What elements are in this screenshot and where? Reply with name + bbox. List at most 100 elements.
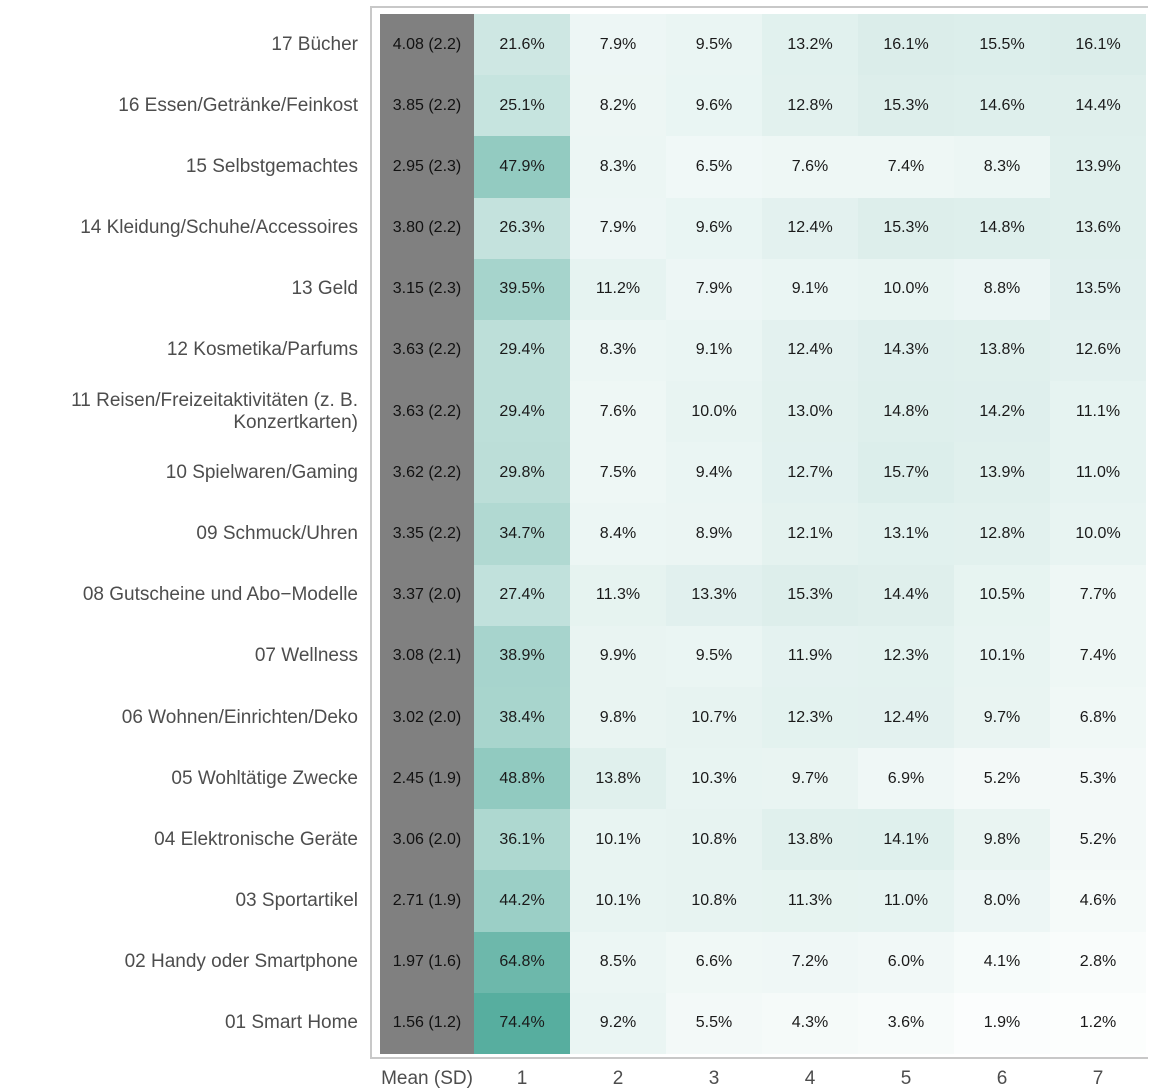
row-label: 13 Geld (291, 278, 358, 300)
row-label: 14 Kleidung/Schuhe/Accessoires (80, 217, 358, 239)
heat-cell: 10.0% (858, 258, 954, 320)
cell-label: 9.8% (983, 830, 1021, 848)
cell-label: 12.6% (1075, 341, 1121, 359)
cell-label: 36.1% (499, 830, 545, 848)
row-label: 08 Gutscheine und Abo−Modelle (82, 584, 358, 606)
cell-label: 9.9% (599, 647, 637, 665)
mean-sd: 3.02 (2.0) (392, 708, 462, 726)
mean-sd: 2.45 (1.9) (392, 769, 462, 787)
heat-cell: 44.2% (474, 870, 570, 932)
panel-frame (370, 6, 1148, 1059)
cell-label: 8.3% (983, 157, 1021, 175)
cell-label: 9.4% (695, 463, 733, 481)
heat-cell: 6.5% (666, 136, 762, 198)
cell-label: 15.5% (979, 35, 1025, 53)
cell-label: 44.2% (499, 892, 545, 910)
heat-cell: 4.3% (762, 992, 858, 1054)
heat-cell: 11.0% (1050, 442, 1146, 504)
heat-cell: 14.4% (1050, 75, 1146, 137)
mean-sd: 3.06 (2.0) (392, 830, 462, 848)
heat-cell: 12.1% (762, 503, 858, 565)
cell-label: 10.8% (691, 892, 737, 910)
heat-cell: 4.1% (954, 931, 1050, 993)
cell-label: 6.9% (887, 769, 925, 787)
heat-cell: 8.3% (570, 136, 666, 198)
heat-cell: 9.7% (762, 748, 858, 810)
cell-label: 1.9% (983, 1014, 1021, 1032)
mean-sd: 3.37 (2.0) (392, 586, 462, 604)
heat-cell: 9.2% (570, 992, 666, 1054)
cell-label: 4.1% (983, 953, 1021, 971)
cell-label: 8.3% (599, 341, 637, 359)
heat-cell: 39.5% (474, 258, 570, 320)
heat-cell: 6.0% (858, 931, 954, 993)
heat-cell: 25.1% (474, 75, 570, 137)
cell-label: 14.2% (979, 402, 1025, 420)
heat-cell: 12.3% (762, 686, 858, 749)
heat-cell: 13.8% (954, 319, 1050, 382)
heat-cell: 7.5% (570, 442, 666, 504)
heat-cell: 9.6% (666, 75, 762, 137)
heat-cell: 11.3% (570, 564, 666, 626)
cell-label: 14.6% (979, 96, 1025, 114)
heat-cell: 13.5% (1050, 258, 1146, 320)
heat-cell: 5.2% (1050, 809, 1146, 871)
cell-label: 4.3% (791, 1014, 829, 1032)
cell-label: 12.4% (787, 219, 833, 237)
cell-label: 10.1% (595, 830, 641, 848)
cell-label: 9.2% (599, 1014, 637, 1032)
heat-cell: 10.3% (666, 748, 762, 810)
cell-label: 5.3% (1079, 769, 1117, 787)
cell-label: 13.6% (1075, 219, 1121, 237)
heat-cell: 13.0% (762, 381, 858, 443)
mean-sd: 1.97 (1.6) (392, 953, 462, 971)
mean-sd: 1.56 (1.2) (392, 1014, 462, 1032)
column-label: 7 (1092, 1068, 1104, 1089)
cell-label: 9.7% (791, 769, 829, 787)
heat-cell: 11.2% (570, 258, 666, 320)
heat-cell: 15.3% (762, 564, 858, 626)
cell-label: 13.8% (595, 769, 641, 787)
heat-cell: 13.2% (762, 14, 858, 76)
heat-cell: 12.7% (762, 442, 858, 504)
heat-cell: 9.6% (666, 197, 762, 259)
cell-label: 38.9% (499, 647, 545, 665)
heat-cell: 48.8% (474, 748, 570, 810)
cell-label: 27.4% (499, 586, 545, 604)
heat-cell: 2.8% (1050, 931, 1146, 993)
cell-label: 29.4% (499, 341, 545, 359)
cell-label: 12.4% (883, 708, 929, 726)
cell-label: 7.7% (1079, 586, 1117, 604)
cell-label: 7.9% (599, 35, 637, 53)
cell-label: 15.7% (883, 463, 929, 481)
cell-label: 9.8% (599, 708, 637, 726)
heat-cell: 7.7% (1050, 564, 1146, 626)
cell-label: 10.0% (1075, 524, 1121, 542)
heat-cell: 12.4% (762, 319, 858, 382)
mean-sd: 3.85 (2.2) (392, 96, 462, 114)
heat-cell: 3.6% (858, 992, 954, 1054)
heat-cell: 7.6% (762, 136, 858, 198)
cell-label: 9.1% (695, 341, 733, 359)
heat-cell: 9.8% (570, 686, 666, 749)
heat-cell: 10.0% (666, 381, 762, 443)
heat-cell: 10.1% (954, 625, 1050, 687)
row-label: 17 Bücher (271, 33, 358, 55)
cell-label: 7.6% (599, 402, 637, 420)
cell-label: 9.5% (695, 35, 733, 53)
cell-label: 11.1% (1075, 402, 1121, 420)
heat-cell: 9.1% (762, 258, 858, 320)
cell-label: 8.3% (599, 157, 637, 175)
row-label: 02 Handy oder Smartphone (124, 951, 358, 973)
heat-cell: 64.8% (474, 931, 570, 993)
cell-label: 7.4% (1079, 647, 1117, 665)
row-label: 11 Reisen/Freizeitaktivitäten (z. B. Kon… (71, 389, 358, 433)
cell-label: 15.3% (787, 586, 833, 604)
heat-cell: 13.9% (954, 442, 1050, 504)
cell-label: 9.7% (983, 708, 1021, 726)
mean-sd: 4.08 (2.2) (392, 35, 462, 53)
heat-cell: 12.4% (762, 197, 858, 259)
cell-label: 13.5% (1075, 280, 1121, 298)
cell-label: 47.9% (499, 157, 545, 175)
heat-cell: 11.9% (762, 625, 858, 687)
